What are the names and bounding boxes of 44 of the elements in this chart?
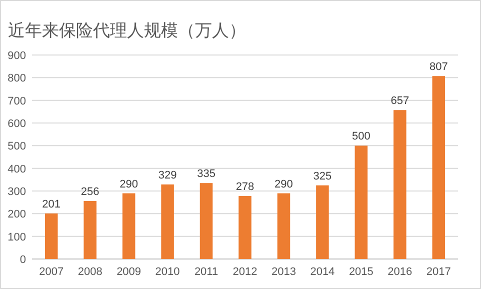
data-label: 657 (390, 95, 410, 108)
data-label: 290 (120, 178, 138, 190)
data-label: 256 (80, 186, 100, 198)
data-label: 201 (42, 198, 61, 210)
y-tick-label: 200 (8, 208, 26, 221)
y-tick-label: 0 (20, 254, 26, 266)
data-label: 335 (197, 168, 216, 180)
bar (277, 193, 290, 259)
title: 近年来保险代理人规模（万人） (8, 21, 246, 40)
bar (394, 110, 406, 259)
y-tick-label: 800 (8, 72, 26, 85)
bar (84, 200, 96, 259)
y-tick-label: 300 (8, 186, 26, 198)
bar (200, 183, 213, 259)
data-label: 278 (236, 180, 254, 193)
x-tick-label: 2016 (388, 266, 412, 278)
y-tick-label: 400 (8, 163, 26, 176)
bar (238, 196, 252, 259)
x-tick-label: 2015 (348, 266, 374, 278)
bar (316, 185, 329, 259)
bar (44, 213, 58, 259)
x-tick-label: 2013 (271, 266, 296, 278)
data-label: 290 (274, 178, 293, 190)
data-label: 329 (158, 169, 177, 182)
bar (432, 76, 446, 259)
bar (161, 184, 174, 259)
data-label: 500 (352, 130, 370, 143)
x-tick-label: 2017 (426, 266, 451, 278)
bar (122, 193, 136, 259)
y-tick-label: 700 (8, 95, 26, 108)
data-label: 325 (313, 170, 332, 182)
x-tick-label: 2008 (78, 266, 102, 278)
data-label: 807 (429, 61, 448, 74)
x-tick-label: 2011 (194, 266, 218, 278)
x-tick-label: 2007 (39, 266, 64, 278)
x-tick-label: 2010 (155, 266, 180, 278)
x-tick-label: 2009 (116, 266, 142, 278)
y-tick-label: 600 (8, 118, 26, 130)
x-tick-label: 2014 (310, 266, 335, 278)
bar (354, 146, 368, 259)
y-tick-label: 500 (8, 140, 26, 153)
y-tick-label: 900 (8, 50, 26, 62)
x-tick-label: 2012 (232, 266, 258, 278)
y-tick-label: 100 (8, 231, 26, 244)
